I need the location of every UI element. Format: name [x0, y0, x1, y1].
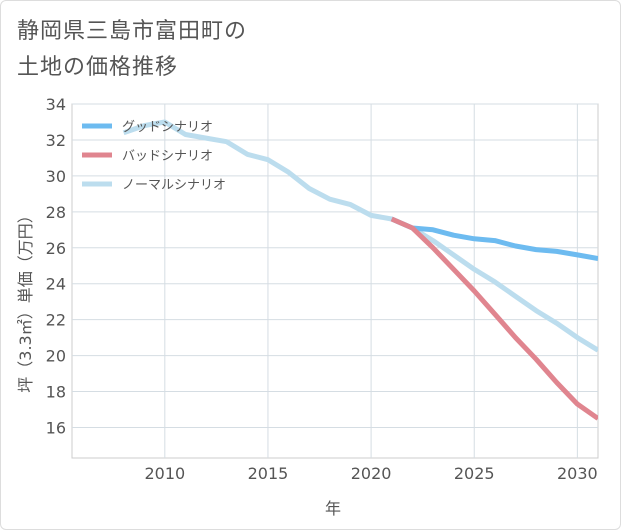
x-tick-label-2020: 2020	[351, 464, 392, 483]
x-axis-label: 年	[325, 499, 341, 518]
y-tick-label-34: 34	[46, 95, 66, 114]
y-tick-label-20: 20	[46, 347, 66, 366]
y-tick-label-30: 30	[46, 167, 66, 186]
plot-area	[71, 103, 599, 459]
x-tick-label-2030: 2030	[557, 464, 598, 483]
x-tick-label-2010: 2010	[144, 464, 185, 483]
y-tick-label-18: 18	[46, 383, 66, 402]
legend-label-0: グッドシナリオ	[122, 120, 213, 135]
y-tick-label-32: 32	[46, 131, 66, 150]
series-line-1	[390, 216, 598, 421]
x-tick-label-2015: 2015	[248, 464, 289, 483]
chart-title-line2: 土地の価格推移	[17, 55, 179, 80]
x-tick-label-2025: 2025	[454, 464, 495, 483]
series-line-0	[390, 216, 598, 261]
legend-label-2: ノーマルシナリオ	[122, 178, 226, 193]
series-lines	[122, 119, 598, 421]
grid-lines	[72, 103, 598, 458]
y-tick-label-16: 16	[46, 418, 66, 437]
series-line-2	[122, 119, 598, 353]
y-tick-labels: 16 18 20 22 24 26 28 30 32 34	[46, 95, 66, 437]
chart-title: 静岡県三島市富田町の 土地の価格推移	[17, 14, 247, 86]
chart-title-line1: 静岡県三島市富田町の	[17, 19, 248, 44]
y-tick-label-26: 26	[46, 239, 66, 258]
legend-label-1: バッドシナリオ	[122, 149, 213, 164]
y-tick-label-24: 24	[46, 275, 66, 294]
y-tick-label-28: 28	[46, 203, 66, 222]
y-tick-label-22: 22	[46, 311, 66, 330]
x-tick-labels: 2010 2015 2020 2025 2030	[144, 464, 597, 483]
y-axis-label: 坪（3.3㎡）単価（万円）	[16, 207, 35, 392]
